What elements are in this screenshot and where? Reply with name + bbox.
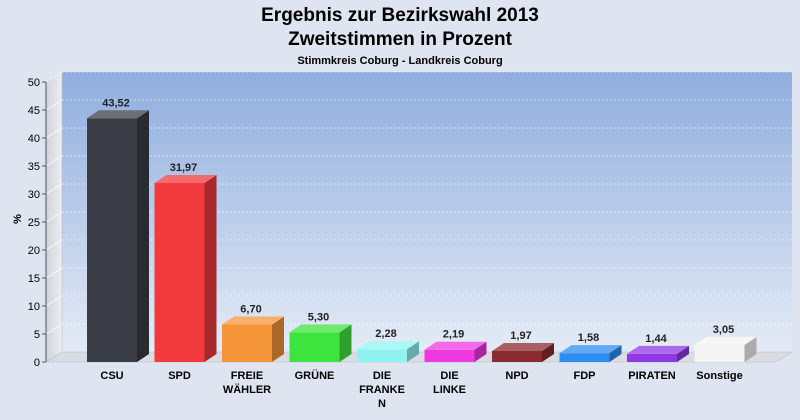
- gridline-side: [45, 99, 63, 111]
- category-label: Sonstige: [696, 370, 742, 382]
- y-tick-label: 50: [28, 77, 40, 89]
- y-tick-label: 20: [28, 245, 40, 257]
- y-tick-label: 10: [28, 301, 40, 313]
- gridline-side: [45, 71, 63, 83]
- y-axis-label: %: [12, 214, 24, 224]
- y-tick-label: 45: [28, 105, 40, 117]
- bar-front: [289, 332, 340, 362]
- y-tick-label: 30: [28, 189, 40, 201]
- bars-layer: [87, 110, 757, 363]
- bar-top: [154, 174, 217, 183]
- gridline-side: [45, 155, 63, 167]
- bar-side: [542, 342, 554, 362]
- bar-7: [559, 345, 622, 362]
- bar-front: [87, 118, 137, 363]
- bar-3: [289, 324, 352, 362]
- y-tick-label: 25: [28, 217, 40, 229]
- chart-title-line2: Zweitstimmen in Prozent: [288, 29, 512, 50]
- bar-front: [357, 349, 407, 362]
- bar-front: [154, 182, 205, 362]
- value-label: 6,70: [240, 303, 261, 315]
- bar-side: [744, 336, 757, 362]
- value-label: 1,44: [645, 333, 667, 345]
- y-tick-label: 5: [34, 329, 40, 341]
- value-label: 2,28: [375, 328, 396, 340]
- value-label: 1,97: [510, 330, 531, 342]
- bar-2: [222, 316, 284, 362]
- y-tick-label: 35: [28, 161, 40, 173]
- bar-top: [87, 110, 149, 119]
- y-tick-label: 40: [28, 133, 40, 145]
- category-label: DIE: [373, 370, 391, 382]
- bar-top: [222, 316, 284, 325]
- category-label: FRANKE: [359, 384, 405, 396]
- bar-side: [137, 110, 149, 363]
- bar-front: [559, 353, 610, 362]
- category-label: SPD: [168, 370, 191, 382]
- bar-top: [627, 345, 689, 354]
- category-label: NPD: [505, 370, 528, 382]
- bar-6: [492, 342, 554, 362]
- value-label: 31,97: [170, 162, 198, 174]
- category-label: FREIE: [231, 370, 263, 382]
- gridline-side: [45, 323, 63, 335]
- value-label: 3,05: [713, 324, 734, 336]
- category-label: PIRATEN: [628, 370, 676, 382]
- bar-top: [424, 341, 487, 350]
- bar-front: [627, 353, 677, 362]
- bar-8: [627, 345, 689, 362]
- chart-title-line1: Ergebnis zur Bezirkswahl 2013: [261, 5, 539, 26]
- bar-4: [357, 341, 419, 362]
- bar-side: [204, 174, 217, 362]
- bar-0: [87, 110, 149, 363]
- bar-top: [694, 336, 757, 345]
- bar-side: [677, 345, 689, 362]
- bar-1: [154, 174, 217, 362]
- bar-top: [357, 341, 419, 350]
- category-label: CSU: [100, 370, 123, 382]
- y-tick-label: 15: [28, 273, 40, 285]
- category-label: WÄHLER: [223, 383, 271, 396]
- value-label: 43,52: [102, 97, 130, 109]
- bar-top: [289, 324, 352, 333]
- value-label: 1,58: [578, 332, 599, 344]
- gridline-side: [45, 267, 63, 279]
- gridline-side: [45, 211, 63, 223]
- bar-front: [424, 349, 475, 362]
- bar-side: [609, 345, 622, 362]
- category-label: GRÜNE: [295, 369, 335, 382]
- bar-top: [559, 345, 622, 354]
- bar-side: [272, 316, 284, 362]
- category-label: N: [378, 398, 386, 410]
- bar-front: [492, 350, 542, 362]
- bar-9: [694, 336, 757, 362]
- bar-front: [694, 344, 745, 362]
- bar-front: [222, 324, 272, 362]
- chart-subtitle: Stimmkreis Coburg - Landkreis Coburg: [297, 55, 503, 67]
- bar-top: [492, 342, 554, 351]
- chart-header: Ergebnis zur Bezirkswahl 2013 Zweitstimm…: [0, 4, 800, 68]
- bar-5: [424, 341, 487, 362]
- bar-side: [474, 341, 487, 362]
- gridline-side: [45, 183, 63, 195]
- value-label: 2,19: [443, 329, 464, 341]
- bar-side: [339, 324, 352, 362]
- gridline-side: [45, 239, 63, 251]
- category-label: LINKE: [433, 384, 466, 396]
- gridline-side: [45, 295, 63, 307]
- category-label: DIE: [440, 370, 458, 382]
- y-tick-label: 0: [34, 357, 40, 369]
- bar-side: [407, 341, 419, 362]
- category-label: FDP: [574, 370, 596, 382]
- value-label: 5,30: [308, 311, 329, 323]
- gridline-side: [45, 127, 63, 139]
